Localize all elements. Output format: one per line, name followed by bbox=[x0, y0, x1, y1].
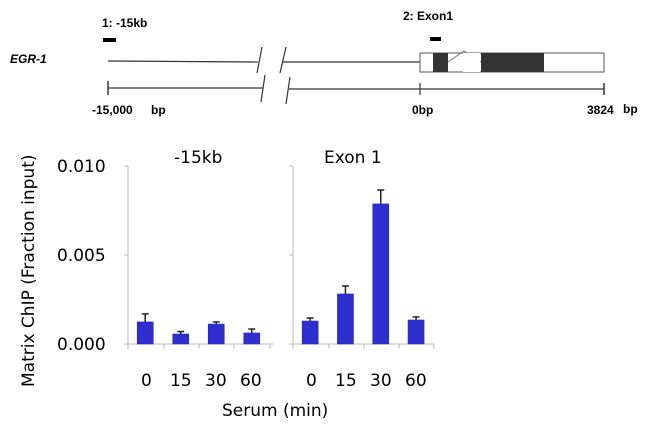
scale-start-unit: bp bbox=[151, 103, 166, 117]
xtick-right-60: 60 bbox=[405, 371, 427, 391]
probe-marker-1 bbox=[103, 38, 116, 42]
scale-end-unit: bp bbox=[623, 102, 638, 116]
scale-zero: 0bp bbox=[412, 103, 433, 117]
probe-label-1: 1: -15kb bbox=[102, 16, 147, 30]
ytick-0010: 0.010 bbox=[57, 157, 106, 177]
panel-title-right: Exon 1 bbox=[324, 148, 382, 168]
scale-end: 3824 bbox=[587, 103, 614, 117]
chart-panel-minus15kb: -15kb 0 15 30 60 bbox=[124, 148, 273, 391]
chart-panel-exon1: Exon 1 0 15 30 60 bbox=[289, 148, 435, 391]
panel-title-left: -15kb bbox=[174, 148, 222, 168]
xtick-left-60: 60 bbox=[240, 371, 262, 391]
y-axis-label: Matrix ChIP (Fraction input) bbox=[19, 155, 39, 388]
probe-marker-2 bbox=[430, 37, 441, 41]
xtick-right-0: 0 bbox=[306, 371, 317, 391]
xtick-left-15: 15 bbox=[170, 371, 192, 391]
bar-minus15kb-0 bbox=[136, 321, 154, 345]
bar-minus15kb-15 bbox=[172, 333, 190, 345]
xtick-left-0: 0 bbox=[141, 371, 152, 391]
bar-exon1-15 bbox=[337, 293, 354, 345]
bar-minus15kb-60 bbox=[243, 332, 261, 345]
xtick-left-30: 30 bbox=[205, 371, 227, 391]
chart-area: Matrix ChIP (Fraction input) 0.010 0.005… bbox=[19, 148, 435, 421]
scale-start: -15,000 bbox=[92, 103, 133, 117]
xtick-right-15: 15 bbox=[335, 371, 357, 391]
bar-minus15kb-30 bbox=[207, 323, 225, 345]
exon-1-coding bbox=[433, 53, 448, 72]
x-axis-label: Serum (min) bbox=[222, 401, 328, 421]
probe-label-2: 2: Exon1 bbox=[403, 9, 453, 23]
ytick-0005: 0.005 bbox=[57, 246, 106, 266]
gene-diagram: 1: -15kb 2: Exon1 EGR-1 -15,000 bp 0bp 3… bbox=[10, 9, 638, 117]
xtick-right-30: 30 bbox=[370, 371, 392, 391]
bar-exon1-30 bbox=[372, 203, 390, 345]
bar-exon1-60 bbox=[407, 319, 425, 345]
bar-exon1-0 bbox=[301, 320, 319, 345]
gene-name: EGR-1 bbox=[10, 52, 47, 66]
ytick-0000: 0.000 bbox=[57, 335, 106, 355]
exon-2-coding bbox=[481, 53, 544, 72]
